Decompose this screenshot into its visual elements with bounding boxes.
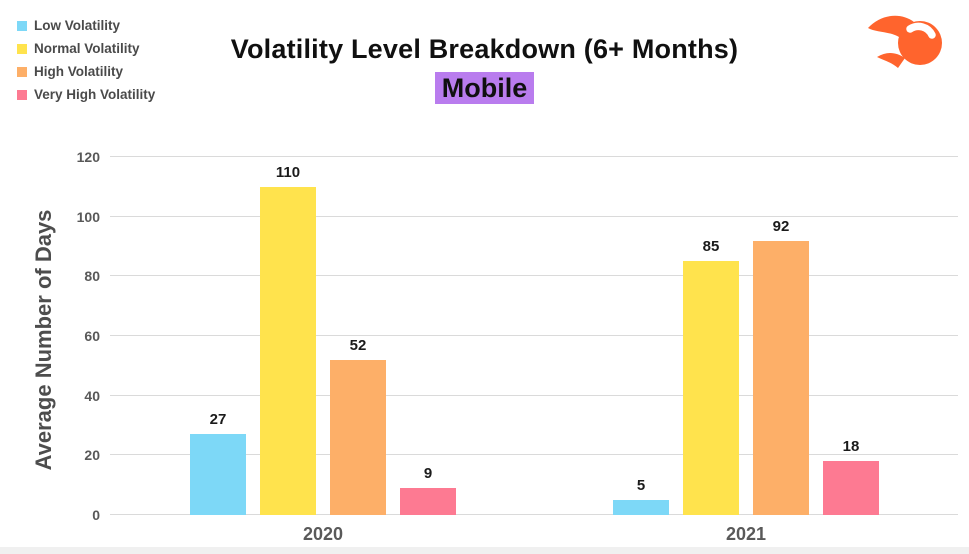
bar-value-label: 85 bbox=[702, 238, 720, 256]
gridline bbox=[110, 335, 958, 336]
bar-2020-normal-volatility bbox=[260, 186, 316, 515]
gridline bbox=[110, 454, 958, 456]
bar-2021-high-volatility bbox=[753, 240, 809, 515]
bar-2020-low-volatility bbox=[190, 434, 246, 515]
bar-value-label: 110 bbox=[275, 163, 301, 181]
y-tick-label: 0 bbox=[92, 507, 100, 523]
chart-legend: Low Volatility Normal Volatility High Vola… bbox=[17, 14, 155, 106]
bar-2020-very-high-volatility bbox=[400, 488, 456, 515]
bar-value-label: 5 bbox=[636, 477, 646, 495]
bar-value-label: 52 bbox=[349, 336, 367, 354]
gridline bbox=[110, 275, 958, 277]
gridline bbox=[110, 156, 958, 157]
gridline bbox=[110, 394, 958, 396]
legend-item: High Volatility bbox=[17, 60, 155, 83]
y-tick-label: 40 bbox=[84, 387, 100, 404]
y-tick-label: 60 bbox=[84, 328, 100, 344]
legend-swatch-icon bbox=[17, 20, 27, 31]
semrush-flame-ball-icon bbox=[868, 15, 942, 68]
bar-value-label: 92 bbox=[772, 217, 790, 235]
chart-title: Volatility Level Breakdown (6+ Months) bbox=[230, 34, 739, 64]
gridline bbox=[110, 514, 958, 515]
gridline bbox=[110, 215, 958, 217]
bottom-edge-strip bbox=[0, 547, 969, 554]
legend-item: Normal Volatility bbox=[17, 37, 155, 60]
legend-item: Very High Volatility bbox=[17, 83, 155, 106]
plot-area: 27 110 52 9 2020 5 85 92 18 2021 bbox=[110, 156, 958, 544]
logo-shapes bbox=[868, 15, 942, 68]
title-block: Volatility Level Breakdown (6+ Months) M… bbox=[0, 34, 969, 104]
legend-swatch-icon bbox=[17, 89, 27, 100]
legend-label: High Volatility bbox=[34, 64, 124, 79]
y-tick-label: 20 bbox=[84, 447, 100, 464]
bar-2021-low-volatility bbox=[613, 500, 669, 515]
legend-item: Low Volatility bbox=[17, 14, 155, 37]
bar-value-label: 27 bbox=[209, 411, 227, 429]
bar-2020-high-volatility bbox=[330, 359, 386, 515]
y-tick-label: 100 bbox=[76, 208, 100, 225]
bar-2021-normal-volatility bbox=[683, 261, 739, 515]
y-tick-label: 80 bbox=[84, 268, 100, 285]
x-axis-label-2021: 2021 bbox=[725, 524, 767, 544]
bar-value-label: 9 bbox=[423, 465, 433, 483]
legend-label: Normal Volatility bbox=[34, 41, 140, 56]
y-axis-tick-labels: 0 20 40 60 80 100 120 bbox=[0, 149, 100, 523]
chart-subtitle: Mobile bbox=[434, 72, 535, 104]
bar-2021-very-high-volatility bbox=[823, 461, 879, 515]
chart-subtitle-row: Mobile bbox=[0, 72, 969, 104]
legend-label: Low Volatility bbox=[34, 18, 121, 33]
legend-swatch-icon bbox=[17, 43, 27, 54]
y-tick-label: 120 bbox=[76, 149, 100, 165]
bar-value-label: 18 bbox=[842, 438, 860, 456]
legend-swatch-icon bbox=[17, 66, 27, 77]
semrush-logo bbox=[865, 10, 947, 72]
legend-label: Very High Volatility bbox=[34, 87, 156, 102]
x-axis-label-2020: 2020 bbox=[302, 524, 344, 544]
